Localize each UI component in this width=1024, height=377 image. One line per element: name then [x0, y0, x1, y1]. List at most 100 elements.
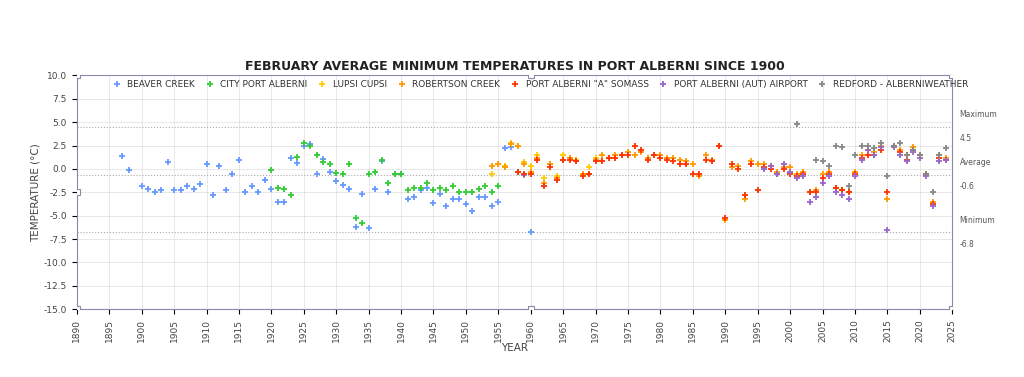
REDFORD - ALBERNIWEATHER — [849, 153, 861, 157]
LUPSI CUPSI — [570, 157, 583, 162]
CITY PORT ALBERNI — [440, 188, 453, 193]
ROBERTSON CREEK — [713, 143, 725, 148]
CITY PORT ALBERNI — [330, 170, 342, 175]
REDFORD - ALBERNIWEATHER — [823, 164, 836, 169]
PORT ALBERNI (AUT) AIRPORT — [927, 204, 939, 208]
PORT ALBERNI "A" SOMASS — [940, 157, 952, 162]
CITY PORT ALBERNI — [376, 157, 388, 162]
PORT ALBERNI (AUT) AIRPORT — [765, 164, 777, 169]
BEAVER CREEK — [524, 230, 537, 235]
LUPSI CUPSI — [499, 164, 511, 169]
PORT ALBERNI (AUT) AIRPORT — [888, 145, 900, 150]
PORT ALBERNI (AUT) AIRPORT — [921, 174, 933, 179]
Line: LUPSI CUPSI: LUPSI CUPSI — [488, 139, 599, 182]
PORT ALBERNI (AUT) AIRPORT — [907, 150, 920, 154]
REDFORD - ALBERNIWEATHER — [913, 153, 926, 157]
CITY PORT ALBERNI — [343, 162, 355, 167]
REDFORD - ALBERNIWEATHER — [894, 141, 906, 145]
PORT ALBERNI (AUT) AIRPORT — [823, 174, 836, 179]
BEAVER CREEK — [304, 141, 316, 146]
CITY PORT ALBERNI — [421, 181, 433, 185]
REDFORD - ALBERNIWEATHER — [862, 143, 874, 148]
PORT ALBERNI (AUT) AIRPORT — [777, 162, 790, 167]
REDFORD - ALBERNIWEATHER — [882, 174, 894, 179]
Text: Average: Average — [959, 158, 991, 167]
PORT ALBERNI (AUT) AIRPORT — [849, 174, 861, 179]
ROBERTSON CREEK — [940, 155, 952, 160]
PORT ALBERNI "A" SOMASS — [719, 215, 731, 220]
LUPSI CUPSI — [563, 155, 575, 160]
PORT ALBERNI "A" SOMASS — [693, 171, 706, 176]
Line: PORT ALBERNI "A" SOMASS: PORT ALBERNI "A" SOMASS — [514, 142, 949, 221]
ROBERTSON CREEK — [499, 165, 511, 169]
LUPSI CUPSI — [557, 153, 569, 157]
PORT ALBERNI (AUT) AIRPORT — [894, 153, 906, 157]
CITY PORT ALBERNI — [427, 188, 439, 193]
CITY PORT ALBERNI — [485, 190, 498, 195]
REDFORD - ALBERNIWEATHER — [874, 141, 887, 145]
CITY PORT ALBERNI — [493, 184, 505, 188]
CITY PORT ALBERNI — [349, 215, 361, 220]
PORT ALBERNI (AUT) AIRPORT — [874, 145, 887, 150]
LUPSI CUPSI — [538, 176, 550, 181]
CITY PORT ALBERNI — [285, 193, 297, 197]
PORT ALBERNI "A" SOMASS — [512, 169, 524, 174]
PORT ALBERNI (AUT) AIRPORT — [855, 157, 867, 162]
CITY PORT ALBERNI — [279, 187, 291, 192]
Text: -0.6: -0.6 — [959, 182, 975, 191]
CITY PORT ALBERNI — [382, 181, 394, 185]
BEAVER CREEK — [518, 173, 530, 178]
X-axis label: YEAR: YEAR — [501, 343, 528, 353]
PORT ALBERNI (AUT) AIRPORT — [829, 190, 842, 195]
Y-axis label: TEMPERATURE (°C): TEMPERATURE (°C) — [31, 143, 41, 242]
ROBERTSON CREEK — [907, 145, 920, 150]
PORT ALBERNI (AUT) AIRPORT — [810, 195, 822, 199]
PORT ALBERNI "A" SOMASS — [563, 157, 575, 162]
REDFORD - ALBERNIWEATHER — [843, 184, 855, 188]
PORT ALBERNI (AUT) AIRPORT — [940, 157, 952, 162]
Line: PORT ALBERNI (AUT) AIRPORT: PORT ALBERNI (AUT) AIRPORT — [761, 144, 949, 233]
PORT ALBERNI (AUT) AIRPORT — [771, 171, 783, 176]
CITY PORT ALBERNI — [401, 188, 414, 193]
Text: Maximum: Maximum — [959, 110, 997, 119]
LUPSI CUPSI — [544, 162, 556, 167]
CITY PORT ALBERNI — [388, 171, 400, 176]
CITY PORT ALBERNI — [479, 184, 492, 188]
Title: FEBRUARY AVERAGE MINIMUM TEMPERATURES IN PORT ALBERNI SINCE 1900: FEBRUARY AVERAGE MINIMUM TEMPERATURES IN… — [245, 60, 784, 73]
CITY PORT ALBERNI — [454, 190, 466, 195]
ROBERTSON CREEK — [557, 157, 569, 162]
PORT ALBERNI (AUT) AIRPORT — [901, 159, 913, 164]
CITY PORT ALBERNI — [356, 221, 369, 225]
LUPSI CUPSI — [531, 153, 544, 157]
CITY PORT ALBERNI — [434, 185, 446, 190]
BEAVER CREEK — [408, 195, 420, 199]
LUPSI CUPSI — [551, 174, 563, 179]
PORT ALBERNI (AUT) AIRPORT — [862, 148, 874, 152]
CITY PORT ALBERNI — [415, 185, 427, 190]
CITY PORT ALBERNI — [324, 162, 336, 167]
CITY PORT ALBERNI — [265, 167, 278, 172]
REDFORD - ALBERNIWEATHER — [901, 153, 913, 157]
ROBERTSON CREEK — [505, 141, 517, 146]
CITY PORT ALBERNI — [271, 185, 284, 190]
BEAVER CREEK — [232, 157, 245, 162]
LUPSI CUPSI — [524, 164, 537, 169]
PORT ALBERNI (AUT) AIRPORT — [843, 196, 855, 201]
PORT ALBERNI (AUT) AIRPORT — [913, 155, 926, 160]
BEAVER CREEK — [330, 179, 342, 183]
PORT ALBERNI (AUT) AIRPORT — [868, 153, 881, 157]
PORT ALBERNI (AUT) AIRPORT — [836, 193, 848, 197]
PORT ALBERNI "A" SOMASS — [544, 165, 556, 169]
REDFORD - ALBERNIWEATHER — [921, 171, 933, 176]
LUPSI CUPSI — [493, 162, 505, 167]
PORT ALBERNI (AUT) AIRPORT — [784, 169, 797, 174]
PORT ALBERNI "A" SOMASS — [629, 143, 641, 148]
PORT ALBERNI (AUT) AIRPORT — [804, 199, 816, 204]
PORT ALBERNI (AUT) AIRPORT — [791, 176, 803, 181]
REDFORD - ALBERNIWEATHER — [829, 143, 842, 148]
REDFORD - ALBERNIWEATHER — [927, 190, 939, 195]
BEAVER CREEK — [116, 153, 128, 158]
CITY PORT ALBERNI — [460, 190, 472, 195]
CITY PORT ALBERNI — [337, 171, 349, 176]
CITY PORT ALBERNI — [291, 155, 303, 159]
